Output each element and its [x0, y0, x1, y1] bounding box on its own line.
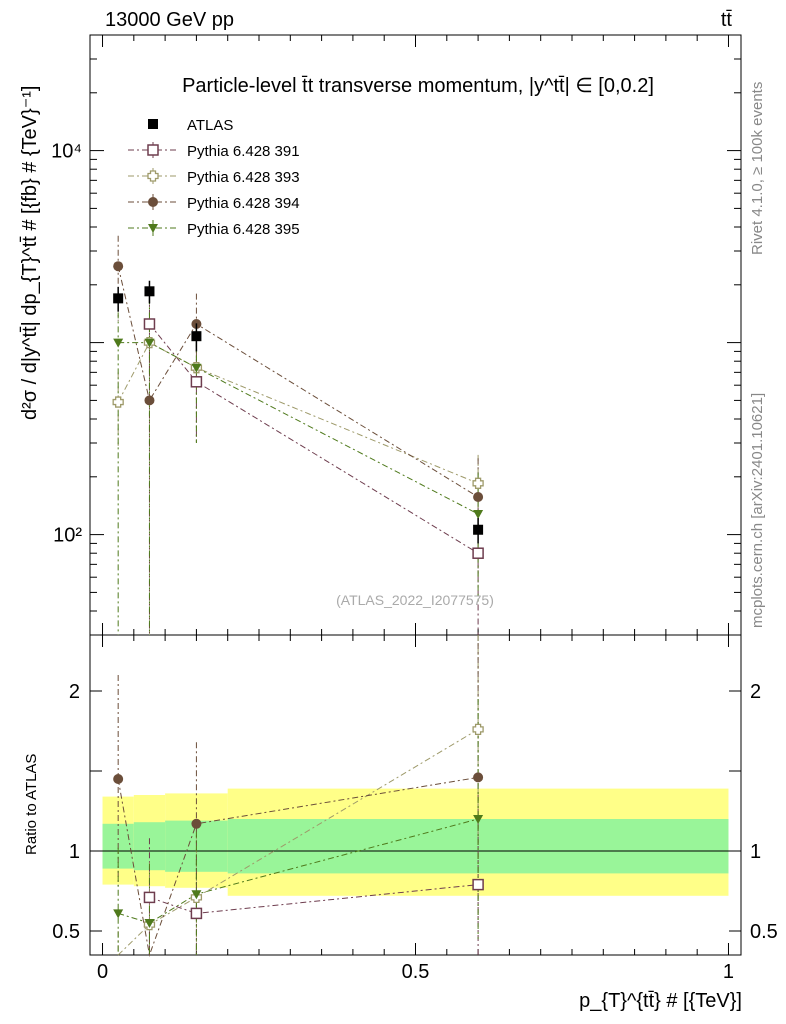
- atlas-point: [473, 524, 484, 535]
- chart-title: Particle-level t̄t transverse momentum, …: [182, 75, 654, 97]
- series-3-ratio-line: [117, 776, 479, 957]
- legend-marker-atlas: [148, 119, 158, 129]
- legend-marker: [148, 224, 158, 233]
- legend-label-atlas: ATLAS: [187, 117, 233, 134]
- series-4-point: [191, 363, 202, 373]
- ratio-tick-label-left: 2: [69, 681, 80, 703]
- x-tick-label: 0.5: [402, 961, 430, 983]
- atlas-point: [113, 293, 124, 304]
- series-2-point: [112, 396, 124, 408]
- series-3-ratio-point: [473, 772, 484, 783]
- atlas-point: [144, 286, 155, 297]
- series-1-ratio-point: [143, 891, 156, 904]
- series-3-ratio-point: [191, 818, 202, 829]
- x-axis-label: p_{T}^{tt̄} # [{TeV}]: [579, 990, 742, 1012]
- header-final-state: tt̄: [721, 9, 733, 31]
- y-tick-label: 10⁴: [51, 141, 82, 163]
- series-4-line: [118, 342, 479, 515]
- data-markers: [112, 261, 484, 931]
- x-tick-label: 1: [723, 961, 734, 983]
- series-1-ratio-point: [472, 878, 484, 891]
- header-process: 13000 GeV pp: [105, 9, 234, 31]
- atlas-point: [191, 331, 202, 342]
- ratio-tick-label-left: 1: [69, 841, 80, 863]
- series-1-point: [143, 318, 156, 330]
- y-tick-label: 10²: [53, 525, 82, 547]
- series-3-ratio-point: [113, 774, 124, 784]
- side-text-mcplots: mcplots.cern.ch [arXiv:2401.10621]: [749, 393, 766, 628]
- ratio-tick-label-right: 2: [750, 681, 761, 703]
- series-4-ratio-point: [191, 890, 202, 900]
- series-4-point: [473, 510, 484, 520]
- ratio-tick-label-right: 0.5: [750, 921, 778, 943]
- series-4-ratio-point: [473, 815, 484, 824]
- side-text-rivet: Rivet 4.1.0, ≥ 100k events: [749, 82, 766, 255]
- series-2-point: [472, 477, 484, 489]
- series-1-ratio-point: [190, 907, 203, 920]
- series-1-point: [190, 376, 203, 388]
- series-1-ratio-line: [149, 884, 479, 914]
- legend-label-393: Pythia 6.428 393: [187, 169, 300, 186]
- legend: ATLAS Pythia 6.428 391 Pythia 6.428 393 …: [128, 117, 300, 238]
- series-2-ratio-line: [117, 728, 479, 956]
- legend-label-394: Pythia 6.428 394: [187, 195, 300, 212]
- series-4-ratio-point: [113, 909, 124, 919]
- analysis-watermark: (ATLAS_2022_I2077575): [336, 592, 494, 608]
- series-1-point: [472, 547, 484, 559]
- legend-label-391: Pythia 6.428 391: [187, 143, 300, 160]
- y-axis-label: d²σ / d|y^tt̄| dp_{T}^tt̄ # [{fb} # {TeV…: [19, 86, 41, 420]
- series-1-line: [149, 323, 479, 554]
- series-4-ratio-point: [144, 919, 155, 928]
- series-3-line: [117, 266, 479, 498]
- series-4-point: [113, 338, 124, 348]
- series-4-point: [144, 338, 155, 348]
- series-2-ratio-point: [472, 723, 484, 736]
- ratio-tick-label-left: 0.5: [52, 921, 80, 943]
- series-2-line: [117, 341, 479, 484]
- series-3-point: [113, 261, 124, 272]
- ratio-tick-label-right: 1: [750, 841, 761, 863]
- legend-marker: [147, 144, 159, 156]
- series-3-point: [144, 395, 155, 406]
- series-4-ratio-line: [118, 818, 479, 924]
- legend-marker: [147, 170, 159, 182]
- x-tick-label: 0: [97, 961, 108, 983]
- legend-label-395: Pythia 6.428 395: [187, 221, 300, 238]
- series-3-point: [473, 491, 484, 502]
- legend-marker: [148, 197, 158, 207]
- ratio-y-axis-label: Ratio to ATLAS: [23, 754, 40, 855]
- axes: 0 0.5 1 10² 10⁴ 0.5 0.5 1 1 2 2: [51, 34, 778, 983]
